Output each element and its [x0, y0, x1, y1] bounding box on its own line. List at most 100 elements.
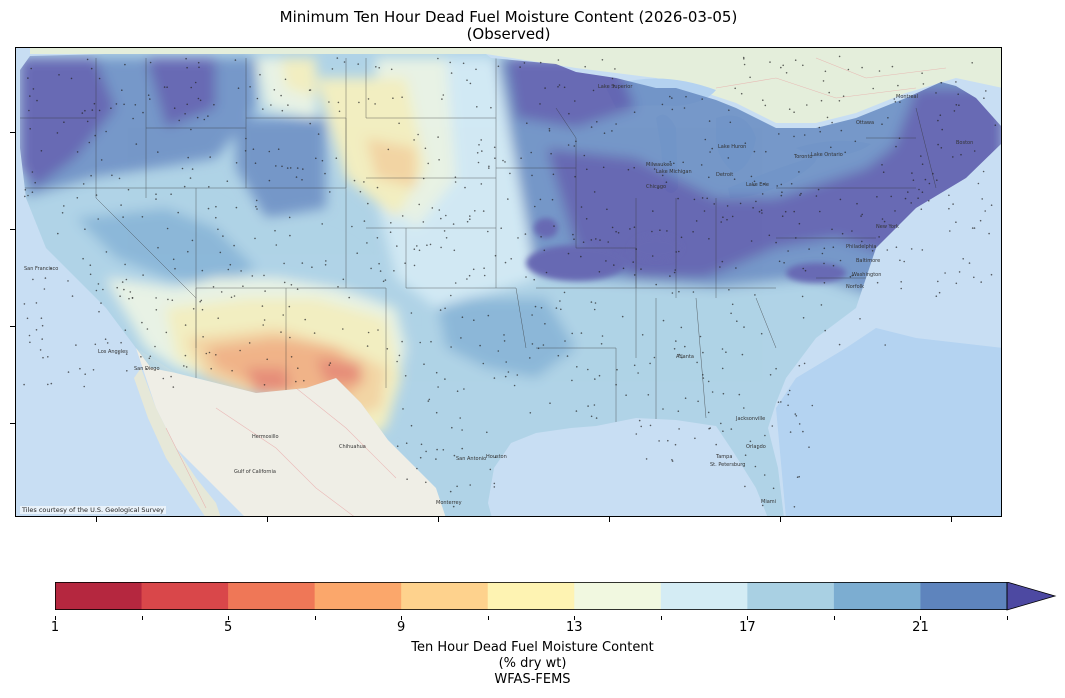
station-dot: [187, 156, 189, 159]
station-dot: [472, 268, 475, 271]
station-dot: [826, 116, 829, 119]
station-dot: [876, 196, 878, 198]
station-dot: [435, 411, 438, 414]
station-dot: [123, 103, 125, 106]
station-dot: [780, 194, 783, 197]
colorbar-segment: [920, 582, 1008, 610]
station-dot: [266, 358, 268, 361]
station-dot: [935, 92, 937, 94]
station-dot: [417, 133, 419, 136]
station-dot: [802, 64, 804, 67]
station-dot: [794, 59, 797, 61]
station-dot: [379, 270, 382, 272]
station-dot: [684, 345, 686, 348]
station-dot: [633, 166, 635, 169]
station-dot: [937, 280, 939, 283]
station-dot: [817, 188, 820, 191]
station-dot: [181, 167, 184, 170]
station-dot: [700, 164, 703, 166]
station-dot: [84, 109, 86, 112]
station-dot: [669, 95, 671, 98]
station-dot: [317, 133, 320, 135]
station-dot: [220, 291, 223, 293]
station-dot: [503, 340, 506, 342]
station-dot: [367, 202, 369, 205]
station-dot: [652, 210, 654, 212]
station-dot: [971, 227, 974, 229]
station-dot: [63, 121, 65, 123]
svg-text:Los Angeles: Los Angeles: [98, 349, 128, 355]
station-dot: [832, 264, 835, 267]
station-dot: [324, 264, 327, 266]
station-dot: [587, 368, 589, 371]
station-dot: [378, 262, 380, 265]
station-dot: [899, 259, 901, 262]
station-dot: [525, 276, 527, 278]
station-dot: [124, 263, 126, 266]
station-dot: [275, 165, 277, 167]
station-dot: [207, 115, 209, 117]
colorbar-segment: [747, 582, 835, 610]
station-dot: [435, 458, 437, 460]
svg-text:Washington: Washington: [852, 272, 881, 278]
station-dot: [540, 236, 542, 238]
colorbar-tick-label: 17: [739, 620, 756, 635]
station-dot: [666, 230, 668, 232]
station-dot: [842, 95, 845, 97]
station-dot: [84, 228, 86, 230]
station-dot: [215, 205, 217, 208]
station-dot: [154, 345, 156, 348]
station-dot: [254, 237, 256, 240]
station-dot: [633, 226, 636, 228]
station-dot: [990, 273, 993, 276]
station-dot: [252, 148, 255, 150]
station-dot: [763, 183, 766, 185]
station-dot: [584, 65, 586, 68]
station-dot: [649, 424, 652, 427]
station-dot: [367, 98, 370, 100]
station-dot: [775, 367, 777, 370]
station-dot: [625, 394, 627, 397]
station-dot: [280, 94, 282, 97]
station-dot: [704, 138, 707, 141]
station-dot: [806, 104, 808, 106]
station-dot: [729, 121, 732, 124]
svg-text:Lake Ontario: Lake Ontario: [811, 152, 843, 158]
station-dot: [841, 232, 844, 235]
station-dot: [288, 305, 291, 308]
station-dot: [76, 197, 79, 199]
station-dot: [357, 63, 360, 65]
station-dot: [422, 177, 425, 180]
station-dot: [719, 266, 721, 268]
station-dot: [611, 130, 613, 132]
station-dot: [594, 302, 597, 304]
station-dot: [594, 378, 596, 380]
map-panel[interactable]: Lake Superior Lake Michigan Lake Huron L…: [15, 47, 1002, 517]
station-dot: [429, 243, 432, 246]
station-dot: [633, 364, 636, 367]
station-dot: [973, 276, 975, 279]
station-dot: [720, 221, 722, 223]
station-dot: [67, 371, 70, 373]
station-dot: [796, 476, 799, 479]
station-dot: [469, 218, 471, 220]
station-dot: [155, 193, 157, 195]
station-dot: [815, 195, 818, 197]
station-dot: [79, 367, 81, 370]
station-dot: [753, 150, 756, 153]
station-dot: [531, 343, 534, 345]
station-dot: [359, 190, 362, 193]
station-dot: [185, 366, 188, 368]
station-dot: [740, 92, 743, 95]
station-dot: [764, 104, 767, 107]
station-dot: [977, 182, 980, 185]
station-dot: [593, 404, 596, 406]
station-dot: [509, 172, 511, 175]
colorbar-segment: [228, 582, 316, 610]
station-dot: [818, 126, 821, 129]
station-dot: [494, 254, 497, 257]
station-dot: [249, 86, 251, 88]
colorbar-tick-label: 13: [565, 620, 583, 635]
station-dot: [897, 84, 899, 87]
station-dot: [633, 111, 636, 113]
